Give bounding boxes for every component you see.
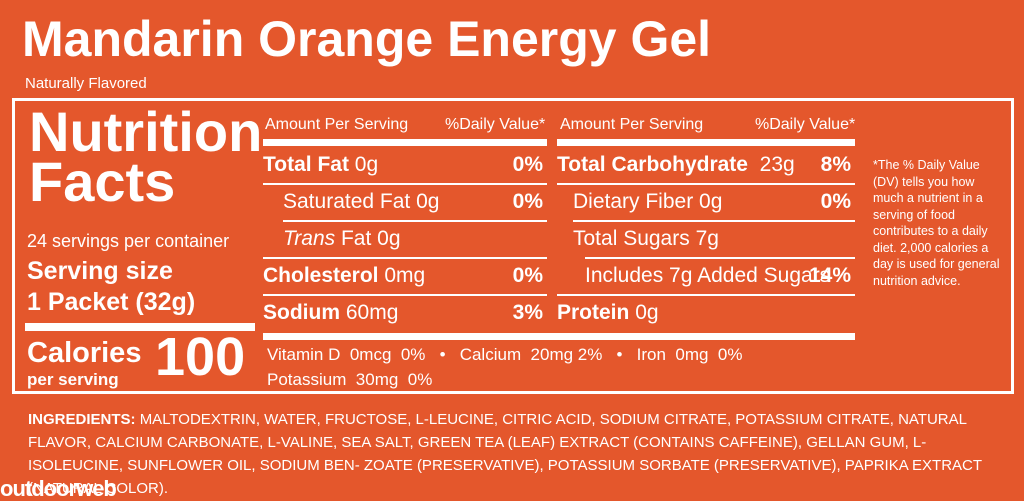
nutrition-heading: Nutrition Facts xyxy=(29,100,263,213)
servings-per-container: 24 servings per container xyxy=(27,231,230,251)
left-header-dv: %Daily Value* xyxy=(445,116,546,133)
trans-fat-suffix: Fat xyxy=(340,227,372,250)
vitamins-line1: Vitamin D 0mcg 0% • Calcium 20mg 2% • Ir… xyxy=(267,345,743,364)
nutrition-heading-line2: Facts xyxy=(29,150,176,213)
right-header-rule xyxy=(557,139,855,146)
rule xyxy=(263,294,547,296)
cholesterol-name: Cholesterol xyxy=(263,264,379,287)
saturated-fat-name: Saturated Fat xyxy=(283,190,411,213)
calories-value: 100 xyxy=(155,327,246,387)
rule xyxy=(557,183,855,185)
dietary-fiber-dv: 0% xyxy=(820,190,851,213)
trans-fat-amount: 0g xyxy=(377,227,401,250)
protein-name: Protein xyxy=(557,301,630,324)
trans-fat-name: Trans xyxy=(283,227,336,250)
rule xyxy=(557,294,855,296)
nutrition-heading-line1: Nutrition xyxy=(29,100,263,163)
row-dietary-fiber: Dietary Fiber 0g 0% xyxy=(573,185,855,219)
cholesterol-amount: 0mg xyxy=(384,264,426,287)
divider-thick xyxy=(25,323,255,331)
dietary-fiber-name: Dietary Fiber xyxy=(573,190,694,213)
calories-sublabel: per serving xyxy=(27,370,119,389)
added-sugars-dv: 14% xyxy=(808,264,851,287)
row-trans-fat: Trans Fat 0g xyxy=(283,222,547,256)
vitamins-line2: Potassium 30mg 0% xyxy=(267,370,433,389)
saturated-fat-dv: 0% xyxy=(512,190,543,213)
rule xyxy=(573,220,855,222)
protein-amount: 0g xyxy=(635,301,659,324)
total-sugars-amount: 7g xyxy=(695,227,719,250)
dietary-fiber-amount: 0g xyxy=(699,190,723,213)
row-added-sugars: Includes 7g Added Sugars 14% xyxy=(585,259,855,293)
total-sugars-name: Total Sugars xyxy=(573,227,690,250)
total-carb-name: Total Carbohydrate xyxy=(557,153,748,176)
row-sodium: Sodium 60mg 3% xyxy=(263,296,547,330)
nutrition-facts-panel: Nutrition Facts 24 servings per containe… xyxy=(12,98,1014,394)
cholesterol-dv: 0% xyxy=(512,264,543,287)
left-header-rule xyxy=(263,139,547,146)
watermark-logo: outdoorweb xyxy=(0,476,117,501)
row-cholesterol: Cholesterol 0mg 0% xyxy=(263,259,547,293)
vitamins-rule xyxy=(263,333,855,340)
sodium-name: Sodium xyxy=(263,301,340,324)
ingredients: INGREDIENTS: MALTODEXTRIN, WATER, FRUCTO… xyxy=(28,408,1008,500)
left-header-amount: Amount Per Serving xyxy=(265,116,409,133)
total-fat-dv: 0% xyxy=(512,153,543,176)
row-total-sugars: Total Sugars 7g xyxy=(573,222,855,256)
row-total-carbohydrate: Total Carbohydrate 23g 8% xyxy=(557,148,855,182)
total-fat-amount: 0g xyxy=(354,153,379,176)
total-carb-amount: 23g xyxy=(759,153,795,176)
rule xyxy=(263,183,547,185)
ingredients-label: INGREDIENTS: xyxy=(28,411,136,428)
daily-value-footnote: *The % Daily Value (DV) tells you how mu… xyxy=(873,158,1000,288)
right-header-dv: %Daily Value* xyxy=(755,116,856,133)
rule xyxy=(263,257,547,259)
sodium-amount: 60mg xyxy=(345,301,399,324)
added-sugars-name: Includes 7g Added Sugars xyxy=(585,264,831,287)
row-saturated-fat: Saturated Fat 0g 0% xyxy=(283,185,547,219)
serving-size-value: 1 Packet (32g) xyxy=(27,288,196,316)
row-protein: Protein 0g xyxy=(557,296,855,330)
serving-size-label: Serving size xyxy=(27,257,173,285)
watermark-text: outdoorweb xyxy=(0,476,117,501)
product-subtitle: Naturally Flavored xyxy=(25,75,147,92)
total-carb-dv: 8% xyxy=(820,153,851,176)
rule xyxy=(283,220,547,222)
product-title: Mandarin Orange Energy Gel xyxy=(22,11,712,67)
row-total-fat: Total Fat 0g 0% xyxy=(263,148,547,182)
ingredients-text: MALTODEXTRIN, WATER, FRUCTOSE, L-LEUCINE… xyxy=(28,411,982,497)
sodium-dv: 3% xyxy=(512,301,543,324)
rule xyxy=(585,257,855,259)
saturated-fat-amount: 0g xyxy=(416,190,440,213)
total-fat-name: Total Fat xyxy=(263,153,349,176)
right-header-amount: Amount Per Serving xyxy=(560,116,704,133)
calories-label: Calories xyxy=(27,337,142,369)
